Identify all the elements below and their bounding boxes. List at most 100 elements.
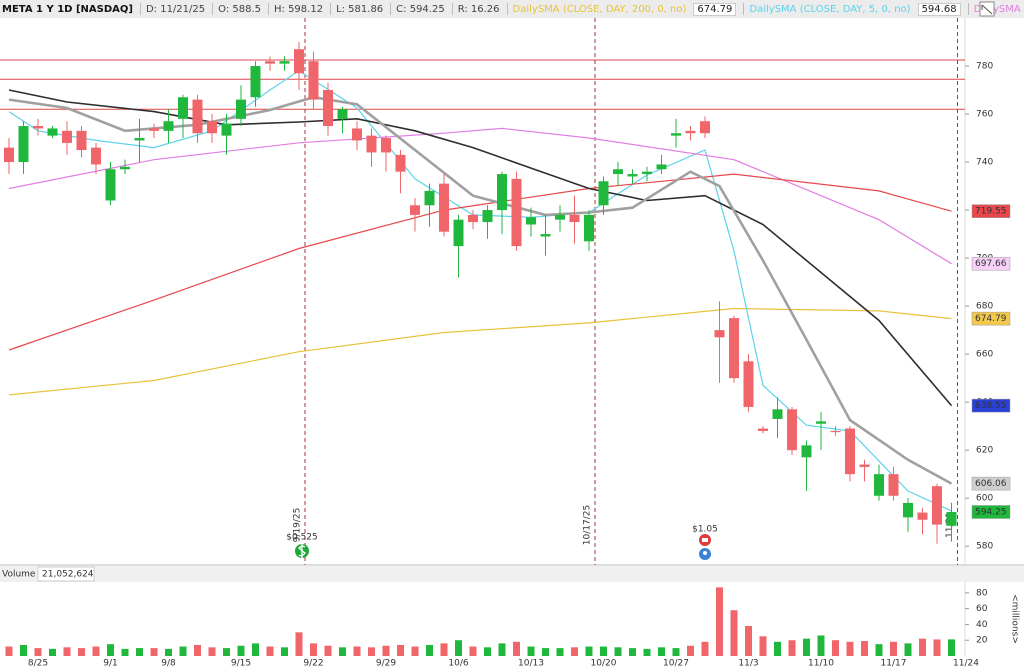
volume-bar [948, 639, 955, 656]
x-tick-label: 10/20 [591, 659, 617, 669]
sma-badge: 674.79 [975, 314, 1007, 324]
candle-body [772, 409, 783, 419]
candle-body [932, 486, 942, 525]
sma-name: DailySMA (CLOSE, DAY, 50, 0, no) [973, 3, 1024, 15]
volume-bar [687, 645, 694, 656]
volume-bar [919, 638, 926, 656]
x-tick-label: 8/25 [28, 659, 48, 669]
x-tick-label: 11/24 [953, 659, 979, 669]
candle-body [424, 190, 435, 206]
volume-bar [324, 645, 332, 656]
volume-bar [368, 647, 375, 656]
volume-bar [817, 635, 825, 656]
candle-body [366, 135, 377, 153]
candle-body [671, 133, 681, 136]
header-sep [268, 3, 269, 15]
volume-bar [92, 646, 100, 656]
volume-tick-label: 20 [976, 636, 988, 646]
candle-body [845, 428, 855, 475]
volume-bar [237, 645, 245, 656]
volume-bar [426, 644, 433, 656]
candle-body [627, 174, 638, 177]
candle-body [323, 90, 333, 127]
header-sep [506, 3, 508, 15]
header-item: O: 588.5 [218, 3, 261, 15]
volume-bar [107, 644, 114, 656]
header-item: H: 598.12 [274, 3, 324, 15]
candle-body [134, 138, 145, 141]
volume-bar [5, 646, 13, 656]
volume-bar [730, 610, 738, 656]
header-sep [212, 3, 214, 15]
volume-bar [600, 646, 607, 656]
volume-bar [179, 646, 187, 656]
candle-body [337, 109, 348, 119]
sma-line [8, 307, 952, 396]
candle-body [178, 97, 188, 119]
sma-value: 674.79 [693, 2, 737, 16]
period-label: 9/19/25 [293, 508, 303, 543]
sma-badge: 638.55 [975, 401, 1007, 411]
y-tick-label: 780 [976, 62, 993, 72]
candle-body [62, 130, 72, 143]
x-tick-label: 9/1 [103, 659, 117, 669]
volume-bar [846, 641, 854, 656]
candle-body [613, 169, 623, 175]
candle-body [192, 99, 203, 134]
volume-bar [121, 648, 129, 656]
sma-badge: 719.55 [975, 207, 1007, 217]
volume-bar [759, 636, 767, 656]
volume-bar [78, 648, 85, 656]
event-label: $1.05 [692, 525, 718, 535]
candle-body [91, 147, 101, 165]
candle-body [4, 147, 14, 163]
candle-body [439, 183, 449, 232]
candle-body [743, 361, 754, 407]
header-sep [330, 3, 332, 15]
y-tick-label: 660 [976, 350, 993, 360]
volume-bar [223, 648, 230, 656]
header-sep [139, 3, 141, 15]
candle-body [656, 164, 667, 170]
volume-bar [643, 648, 651, 656]
volume-bar [614, 647, 622, 656]
x-tick-label: 11/3 [738, 659, 758, 669]
candle-body [149, 128, 159, 131]
y-tick-label: 620 [976, 446, 993, 456]
candle-body [453, 219, 464, 247]
header: META 1 Y 1D [NASDAQ] D: 11/21/25 O: 588.5… [0, 0, 1024, 18]
volume-bar [672, 648, 680, 656]
volume-bar [527, 646, 535, 656]
dividend-glyph [298, 544, 306, 558]
x-tick-label: 9/22 [303, 659, 323, 669]
volume-bar [542, 648, 549, 656]
volume-bar [252, 643, 259, 656]
candle-body [33, 126, 43, 129]
volume-bar [281, 647, 288, 656]
event-label: $0.525 [286, 533, 318, 543]
x-tick-label: 9/29 [376, 659, 396, 669]
symbol: META 1 Y 1D [NASDAQ] [2, 3, 133, 15]
candle-body [569, 214, 580, 223]
volume-bar [861, 641, 868, 656]
y-tick-label: 680 [976, 302, 993, 312]
volume-bar [63, 647, 71, 656]
volume-bar [832, 640, 839, 656]
volume-bar [150, 648, 158, 656]
sma-line [8, 89, 953, 407]
header-item: R: 16.26 [457, 3, 500, 15]
volume-bar [310, 643, 317, 656]
candle-body [294, 49, 304, 74]
candle-body [511, 178, 522, 247]
candle-body [395, 154, 406, 172]
volume-title: Volume [2, 570, 36, 580]
sma-badge-bg [971, 398, 1011, 413]
volume-bar [353, 646, 361, 656]
candle-body [236, 99, 246, 119]
candle-body [250, 66, 261, 98]
last-price-badge: 594.25 [975, 507, 1007, 517]
candle-body [482, 210, 493, 223]
candle-body [47, 128, 58, 136]
info-glyph [703, 551, 707, 555]
candle-body [714, 330, 725, 338]
